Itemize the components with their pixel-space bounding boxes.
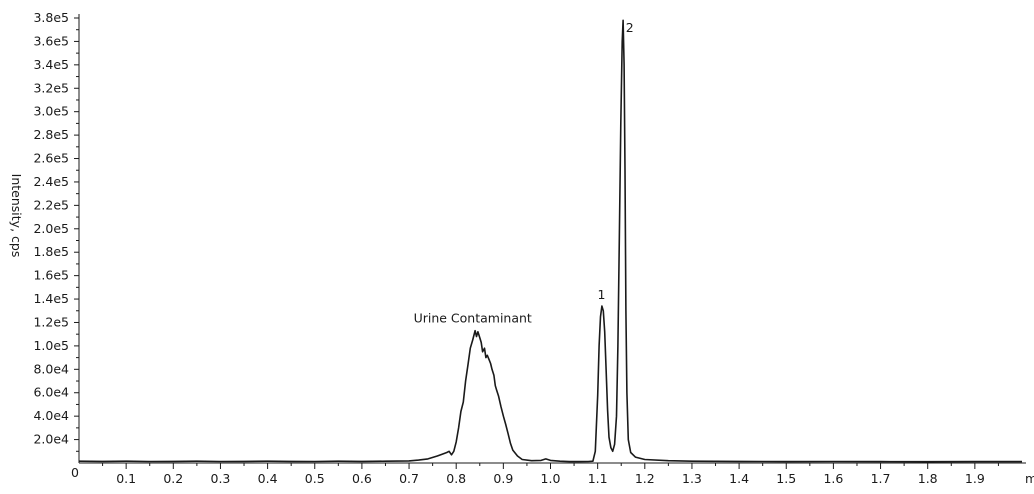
x-tick-label: 1.9 (965, 471, 985, 486)
y-tick-label: 1.0e5 (33, 338, 69, 353)
x-tick-label: 1.6 (823, 471, 843, 486)
x-tick-label: 0.4 (258, 471, 278, 486)
x-tick-label: 0.2 (163, 471, 183, 486)
y-tick-label: 3.2e5 (33, 80, 69, 95)
y-tick-label: 2.4e5 (33, 174, 69, 189)
y-tick-label: 1.4e5 (33, 291, 69, 306)
x-tick-label: 0.3 (211, 471, 231, 486)
y-tick-label: 2.0e4 (33, 432, 69, 447)
series-layer (78, 19, 1022, 463)
y-tick-label: 3.0e5 (33, 104, 69, 119)
y-tick-label: 3.8e5 (33, 10, 69, 25)
annotations: Urine Contaminant 1 2 (414, 20, 634, 325)
x-ticks: 0.1 0.2 0.3 0.4 0.5 0.6 0.7 0.8 0.9 1.0 1.1 1.2 1.3 1… (102, 463, 999, 486)
annotation-label: 1 (597, 287, 605, 302)
y-axis-title: Intensity, cps (9, 174, 24, 258)
y-tick-label: 4.0e4 (33, 408, 69, 423)
y-tick-label: 1.2e5 (33, 314, 69, 329)
axes (78, 14, 1026, 464)
x-tick-label: 0.1 (116, 471, 136, 486)
y-tick-label: 8.0e4 (33, 361, 69, 376)
y-tick-label: 2.8e5 (33, 127, 69, 142)
y-tick-label: 1.6e5 (33, 268, 69, 283)
y-tick-label: 2.6e5 (33, 151, 69, 166)
y-ticks: 2.0e4 4.0e4 6.0e4 8.0e4 1.0e5 1.2e5 1.4e5 1.6e5… (33, 10, 79, 452)
x-tick-label: 1.7 (871, 471, 891, 486)
annotation-label: Urine Contaminant (414, 310, 532, 325)
x-origin-label: 0 (71, 465, 79, 480)
y-tick-label: 3.4e5 (33, 57, 69, 72)
x-tick-label: 1.1 (588, 471, 608, 486)
x-tick-label: 1.2 (635, 471, 655, 486)
x-axis-title: min (1025, 471, 1034, 486)
y-tick-label: 6.0e4 (33, 385, 69, 400)
y-tick-label: 2.2e5 (33, 197, 69, 212)
x-tick-label: 1.0 (541, 471, 561, 486)
x-tick-label: 0.9 (493, 471, 513, 486)
y-tick-label: 2.0e5 (33, 221, 69, 236)
y-tick-label: 1.8e5 (33, 244, 69, 259)
x-tick-label: 1.4 (729, 471, 749, 486)
series-line-0 (78, 19, 1022, 463)
x-tick-label: 0.7 (399, 471, 419, 486)
x-tick-label: 0.5 (305, 471, 325, 486)
annotation-label: 2 (626, 20, 634, 35)
x-tick-label: 1.5 (776, 471, 796, 486)
x-tick-label: 0.6 (352, 471, 372, 486)
x-tick-label: 1.3 (682, 471, 702, 486)
x-tick-label: 0.8 (446, 471, 466, 486)
y-tick-label: 3.6e5 (33, 33, 69, 48)
x-tick-label: 1.8 (918, 471, 938, 486)
